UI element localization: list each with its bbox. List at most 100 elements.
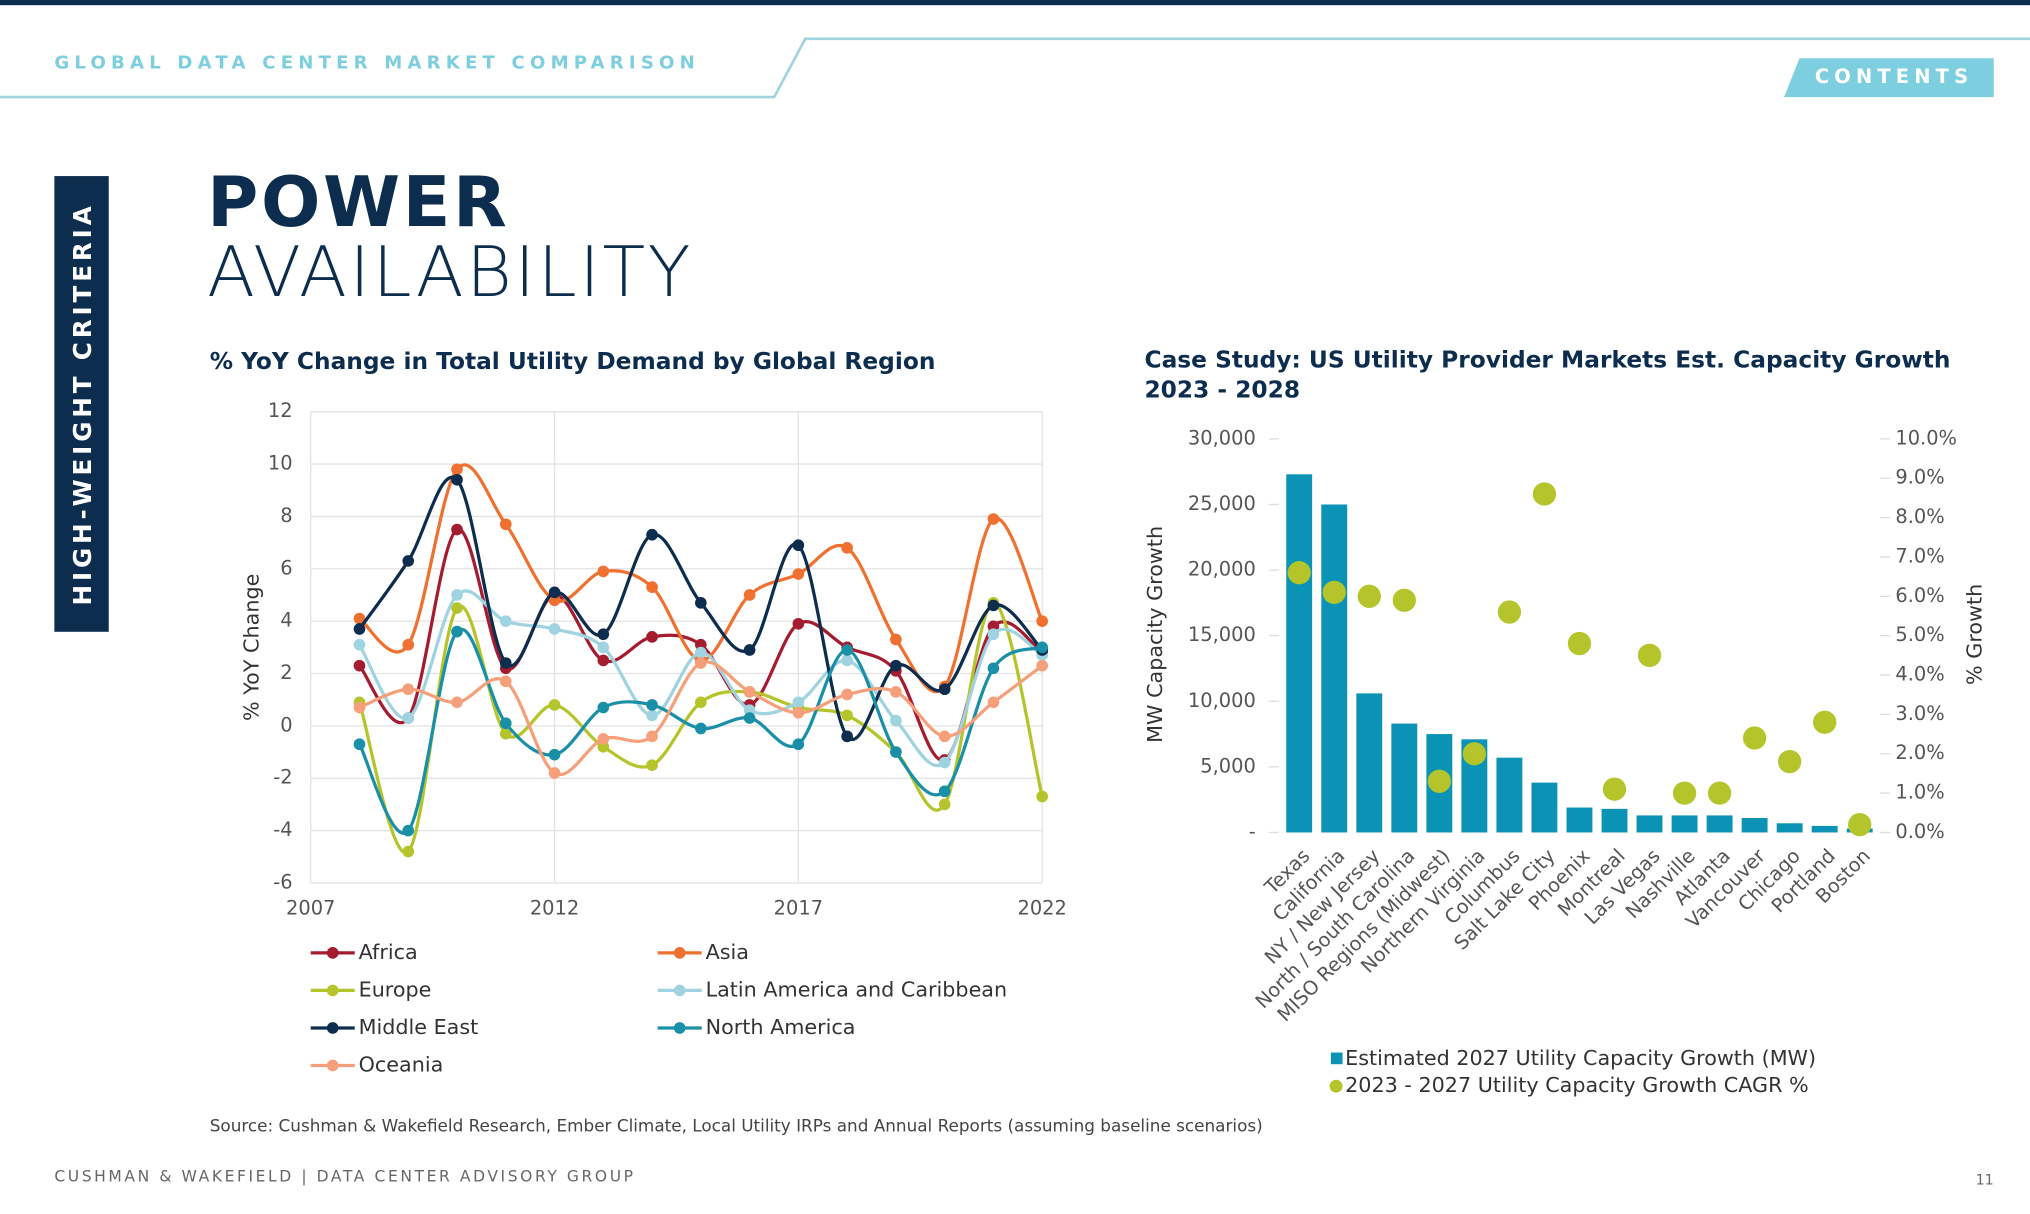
bar: [1776, 823, 1803, 833]
bar: [1601, 808, 1628, 833]
data-point: [499, 675, 512, 688]
y-tick-label: 2: [280, 661, 292, 684]
y2-tick-label: 2.0%: [1895, 741, 1944, 764]
data-point: [987, 628, 1000, 641]
data-point: [938, 785, 951, 798]
bar: [1741, 818, 1768, 833]
data-point: [841, 542, 853, 554]
contents-button[interactable]: CONTENTS: [1784, 58, 1994, 98]
data-point: [1602, 777, 1627, 801]
header-rule: [0, 37, 2030, 99]
y-tick-label: -6: [273, 870, 292, 893]
data-point: [1813, 710, 1837, 734]
data-point: [695, 657, 707, 669]
legend-label: Africa: [359, 940, 418, 964]
data-point: [646, 759, 658, 771]
y-tick-label: 6: [280, 556, 292, 579]
data-point: [1462, 742, 1487, 766]
data-point: [890, 633, 902, 646]
data-point: [548, 623, 561, 635]
y-tick-label: 12: [268, 399, 293, 422]
data-point: [1036, 790, 1049, 803]
data-point: [841, 730, 853, 743]
data-point: [353, 659, 366, 672]
data-point: [597, 628, 610, 641]
data-point: [1497, 600, 1522, 624]
data-point: [451, 523, 463, 536]
data-point: [597, 641, 610, 654]
y-tick-label: 25,000: [1188, 492, 1256, 515]
contents-label[interactable]: CONTENTS: [1815, 65, 1973, 88]
data-point: [451, 589, 463, 601]
data-point: [451, 602, 463, 614]
data-point: [402, 845, 415, 858]
bar: [1706, 815, 1733, 833]
y2-tick-label: 0.0%: [1895, 820, 1944, 843]
legend-marker: [326, 1059, 339, 1072]
y-tick-label: -: [1249, 820, 1256, 843]
bar: [1636, 815, 1663, 833]
data-point: [695, 646, 707, 659]
data-point: [987, 599, 1000, 612]
data-point: [792, 539, 805, 552]
data-point: [646, 730, 658, 743]
data-point: [548, 767, 561, 779]
y2-tick-label: 4.0%: [1895, 663, 1944, 686]
data-point: [402, 683, 415, 696]
footer: CUSHMAN & WAKEFIELD | DATA CENTER ADVISO…: [54, 1167, 635, 1185]
data-point: [695, 596, 707, 609]
data-point: [353, 738, 366, 751]
y-tick-label: 15,000: [1188, 623, 1256, 646]
data-point: [499, 657, 512, 669]
legend-label: 2023 - 2027 Utility Capacity Growth CAGR…: [1345, 1073, 1809, 1097]
y-tick-label: -4: [273, 818, 292, 841]
data-point: [353, 638, 366, 651]
title-light: AVAILABILITY: [207, 232, 693, 313]
data-point: [646, 699, 658, 711]
side-tab-label: HIGH-WEIGHT CRITERIA: [68, 202, 97, 605]
y2-tick-label: 3.0%: [1895, 702, 1944, 725]
data-point: [938, 798, 951, 811]
data-point: [646, 631, 658, 643]
data-point: [1322, 580, 1346, 605]
data-point: [646, 581, 658, 593]
data-point: [890, 659, 902, 672]
data-point: [743, 686, 756, 698]
legend-marker: [673, 947, 686, 959]
data-point: [792, 738, 805, 751]
y-tick-label: 20,000: [1188, 558, 1256, 581]
header: GLOBAL DATA CENTER MARKET COMPARISON: [54, 52, 700, 73]
page-number: 11: [1976, 1173, 1994, 1189]
legend-label: Asia: [706, 940, 749, 964]
data-point: [451, 463, 463, 476]
bar: [1391, 723, 1418, 833]
data-point: [1532, 482, 1557, 506]
data-point: [402, 824, 415, 837]
data-point: [1287, 561, 1311, 585]
data-point: [792, 706, 805, 719]
data-point: [890, 746, 902, 758]
legend-label: Oceania: [359, 1052, 444, 1076]
x-tick-label: 2007: [286, 896, 335, 919]
data-point: [597, 701, 610, 714]
data-point: [792, 617, 805, 630]
bar: [1531, 782, 1558, 833]
legend-label: Estimated 2027 Utility Capacity Growth (…: [1345, 1046, 1816, 1070]
y-tick-label: 4: [280, 609, 292, 632]
y2-tick-label: 8.0%: [1895, 505, 1944, 528]
legend-marker: [1329, 1079, 1343, 1093]
data-point: [646, 709, 658, 722]
data-point: [1637, 643, 1662, 668]
y-tick-label: 10: [268, 452, 293, 475]
y2-axis-title: % Growth: [1963, 584, 1987, 685]
legend-label: Middle East: [359, 1015, 479, 1039]
data-point: [695, 696, 707, 709]
data-point: [451, 473, 463, 486]
title-bold: POWER: [207, 162, 509, 243]
data-point: [1567, 631, 1592, 656]
data-point: [841, 688, 853, 701]
data-point: [938, 756, 951, 769]
data-point: [792, 568, 805, 580]
y-tick-label: 10,000: [1188, 689, 1256, 712]
